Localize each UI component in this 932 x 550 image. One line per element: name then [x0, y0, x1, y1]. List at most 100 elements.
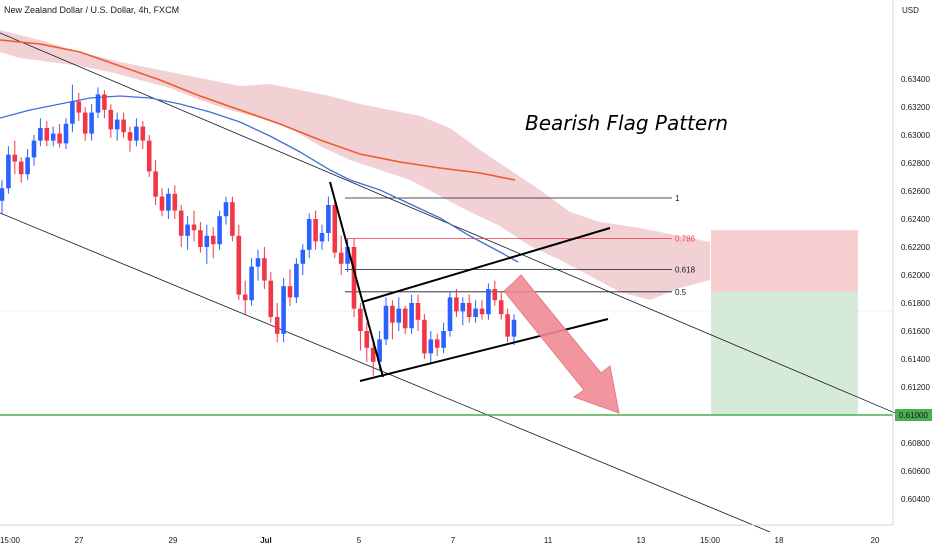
projection-arrow	[503, 274, 620, 414]
candle-body	[18, 161, 24, 175]
candle-body	[166, 193, 171, 211]
fib-label-1: 1	[675, 194, 680, 203]
candle-body	[332, 205, 338, 253]
price-tick-label: 0.61400	[901, 355, 930, 364]
price-axis[interactable]: 0.63400 0.63200 0.63000 0.62800 0.62600 0.624…	[892, 0, 932, 525]
price-marker-label: 0.61000	[899, 411, 928, 420]
candle-body	[95, 94, 101, 113]
candle-body	[422, 319, 427, 354]
candle-body	[415, 303, 421, 320]
candle-body	[50, 133, 56, 141]
price-tick-label: 0.61800	[901, 299, 930, 308]
bear-flag-lines	[329, 181, 611, 382]
candle-body	[338, 252, 344, 264]
candle-body	[268, 280, 274, 317]
candle-body	[358, 308, 363, 331]
candle-body	[383, 305, 389, 340]
candle-body	[390, 305, 395, 323]
flag-upper-line	[361, 227, 611, 303]
price-tick-label: 0.60800	[901, 439, 930, 448]
candle-body	[121, 119, 126, 133]
channel-lower-line	[0, 212, 771, 533]
take-profit-zone	[711, 291, 858, 415]
candle-body	[191, 224, 197, 231]
stop-loss-zone	[711, 230, 858, 292]
candle-body	[178, 210, 184, 236]
candle-body	[319, 233, 325, 242]
candle-body	[434, 339, 440, 348]
candle-body	[140, 126, 146, 141]
candle-body	[294, 263, 299, 298]
candle-body	[70, 101, 75, 124]
candle-body	[306, 219, 312, 250]
candle-body	[236, 235, 242, 295]
candle-body	[492, 289, 498, 301]
time-tick-label: 27	[75, 536, 84, 545]
candle-body	[217, 216, 222, 245]
symbol-title: New Zealand Dollar / U.S. Dollar, 4h, FX…	[4, 5, 179, 15]
ema-slow-line	[0, 39, 516, 181]
candle-body	[396, 308, 402, 323]
candle-body	[76, 101, 82, 113]
candle-body	[249, 266, 254, 301]
candle-body	[511, 319, 517, 337]
candle-body	[153, 171, 158, 197]
price-tick-label: 0.62000	[901, 271, 930, 280]
price-tick-label: 0.61600	[901, 327, 930, 336]
candle-body	[6, 154, 11, 189]
time-tick-label: 20	[871, 536, 880, 545]
time-tick-label: 13	[637, 536, 646, 545]
candle-body	[172, 193, 178, 211]
candle-body	[447, 297, 453, 331]
candle-body	[12, 154, 18, 162]
price-tick-label: 0.62800	[901, 159, 930, 168]
price-tick-label: 0.62400	[901, 215, 930, 224]
candle-body	[242, 294, 248, 301]
pattern-annotation: Bearish Flag Pattern	[525, 111, 728, 135]
candle-body	[63, 123, 69, 144]
candle-body	[114, 119, 120, 130]
time-axis[interactable]: 15:00 27 29 Jul 5 7 11 13 15:00 18 20	[0, 524, 893, 545]
price-tick-label: 0.63200	[901, 103, 930, 112]
candle-body	[370, 347, 376, 362]
price-marker-badge	[895, 409, 932, 421]
candle-body	[505, 314, 510, 337]
moving-averages	[0, 39, 519, 263]
currency-label: USD	[902, 6, 919, 15]
time-tick-label: 5	[357, 536, 362, 545]
candle-body	[479, 308, 485, 315]
candle-body	[345, 247, 350, 264]
down-arrow	[503, 274, 620, 414]
candle-body	[377, 339, 382, 362]
candle-body	[262, 258, 267, 281]
time-tick-label: 29	[169, 536, 178, 545]
price-tick-label: 0.63000	[901, 131, 930, 140]
candlestick-series	[0, 84, 517, 376]
time-tick-label: 11	[544, 536, 553, 545]
position-zones	[711, 230, 858, 415]
fib-label-0.618: 0.618	[675, 265, 696, 274]
candle-body	[159, 196, 165, 211]
candle-body	[44, 128, 50, 141]
candle-body	[441, 331, 446, 348]
candle-body	[409, 303, 414, 329]
candle-body	[210, 235, 216, 245]
time-tick-label: 7	[451, 536, 456, 545]
cloud-band	[0, 30, 710, 300]
time-tick-label: 15:00	[0, 536, 21, 545]
candle-body	[31, 140, 37, 158]
candle-body	[274, 317, 280, 334]
candle-body	[127, 132, 133, 141]
candle-body	[108, 109, 114, 130]
candle-body	[460, 303, 466, 312]
candle-body	[473, 308, 478, 317]
price-tick-label: 0.63400	[901, 75, 930, 84]
price-tick-label: 0.62600	[901, 187, 930, 196]
price-tick-label: 0.60600	[901, 467, 930, 476]
price-tick-label: 0.62200	[901, 243, 930, 252]
time-tick-label: 15:00	[700, 536, 721, 545]
candle-body	[25, 157, 30, 175]
candle-body	[313, 219, 318, 242]
